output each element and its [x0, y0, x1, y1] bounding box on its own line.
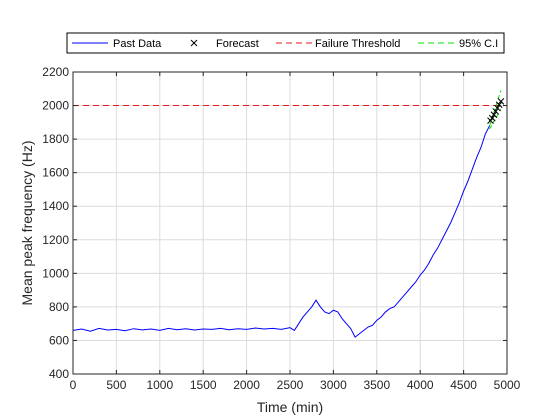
- series-forecast-point: [492, 108, 500, 115]
- legend-swatch-forecast: [190, 39, 198, 47]
- x-axis-label: Time (min): [257, 399, 323, 415]
- y-tick-label: 1400: [42, 199, 69, 213]
- forecast-marker-stroke: [492, 108, 500, 115]
- y-tick-label: 600: [49, 333, 69, 347]
- x-tick-label: 1500: [190, 378, 217, 392]
- x-tick-label: 4000: [407, 378, 434, 392]
- x-tick-label: 1000: [146, 378, 173, 392]
- series-ci-lower-bound: [489, 108, 502, 130]
- legend-label-past-data: Past Data: [113, 38, 162, 50]
- series-forecast-point: [497, 98, 505, 105]
- x-tick-label: 0: [70, 378, 77, 392]
- y-tick-label: 1600: [42, 166, 69, 180]
- series-forecast-point: [488, 114, 496, 122]
- series-layer: [72, 90, 505, 338]
- x-tick-label: 2000: [233, 378, 260, 392]
- x-tick-label: 2500: [277, 378, 304, 392]
- y-tick-label: 1800: [42, 132, 69, 146]
- y-tick-label: 2000: [42, 99, 69, 113]
- legend: Past Data Forecast Failure Threshold 95%…: [66, 32, 505, 54]
- forecast-marker-stroke: [490, 111, 498, 119]
- series-ci-upper-bound: [489, 90, 502, 126]
- x-tick-label: 4500: [450, 378, 477, 392]
- legend-label-confidence-interval: 95% C.I: [459, 38, 498, 50]
- y-tick-label: 2200: [42, 65, 69, 79]
- forecast-marker-stroke: [488, 114, 496, 122]
- legend-label-failure-threshold: Failure Threshold: [315, 38, 400, 50]
- legend-label-forecast: Forecast: [216, 38, 259, 50]
- forecast-marker-stroke: [495, 101, 503, 109]
- legend-frame: [66, 32, 505, 54]
- y-tick-label: 1000: [42, 266, 69, 280]
- ticks: 0 500 1000 1500 2000 2500 3000 3500 4000 4500 5000…: [42, 65, 520, 392]
- x-tick-label: 3000: [320, 378, 347, 392]
- y-tick-label: 400: [49, 367, 69, 381]
- y-axis-label: Mean peak frequency (Hz): [19, 141, 35, 306]
- y-tick-label: 800: [49, 300, 69, 314]
- forecast-marker-stroke: [494, 104, 501, 112]
- y-tick-label: 1200: [42, 233, 69, 247]
- series-forecast-point: [495, 101, 503, 109]
- series-past-data-line: [72, 125, 491, 338]
- series-forecast-point: [490, 111, 498, 119]
- forecast-marker-stroke: [497, 98, 505, 105]
- x-tick-label: 3500: [363, 378, 390, 392]
- x-tick-label: 500: [106, 378, 126, 392]
- series-forecast-point: [494, 104, 501, 112]
- x-tick-label: 5000: [494, 378, 521, 392]
